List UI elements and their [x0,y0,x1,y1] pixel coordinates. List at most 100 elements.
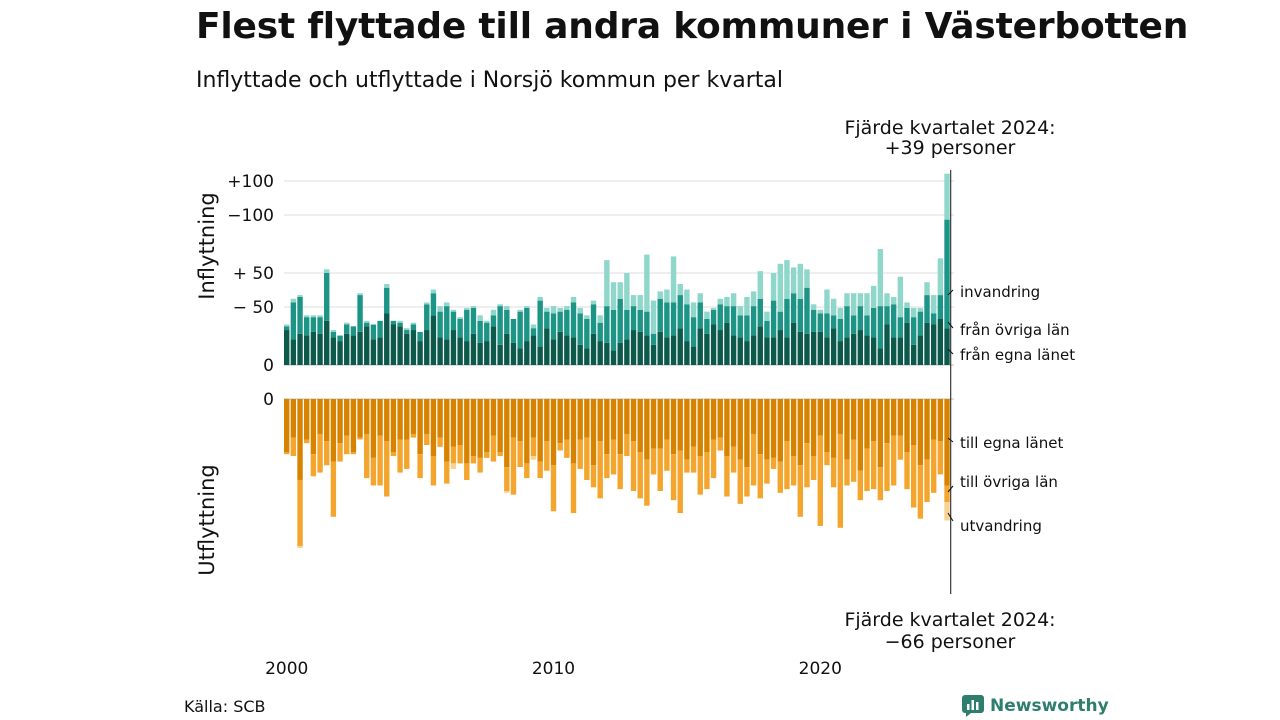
inflow-bar-fran-ovriga-lan [757,298,763,327]
outflow-bar-till-egna-lanet [404,399,410,440]
inflow-bar-invandring [824,289,830,314]
outflow-bar-till-egna-lanet [510,399,517,438]
label-utvandring: utvandring [960,517,1042,535]
outflow-bar-till-egna-lanet [877,399,884,468]
inflow-bar-fran-egna-lanet [790,322,797,365]
outflow-bar-till-egna-lanet [464,399,470,464]
inflow-bar-invandring [857,293,864,307]
inflow-bar-invandring [564,306,570,310]
label-till-ovriga-lan: till övriga län [960,473,1058,491]
outflow-bar-till-egna-lanet [504,399,510,468]
outflow-bar-till-egna-lanet [924,399,930,460]
inflow-bar-fran-ovriga-lan [377,320,383,338]
outflow-bar-till-ovriga-lan [324,441,330,466]
inflow-bar-fran-ovriga-lan [910,317,917,345]
outflow-bar-till-egna-lanet [937,399,944,442]
outflow-bar-till-egna-lanet [557,399,563,444]
outflow-bar-till-egna-lanet [730,399,737,447]
outflow-bar-till-egna-lanet [310,399,317,455]
inflow-bar-fran-egna-lanet [764,337,770,365]
inflow-bar-invandring [777,263,783,312]
outflow-bar-till-egna-lanet [744,399,750,468]
outflow-bar-till-ovriga-lan [317,433,323,473]
brand-logo[interactable]: Newsworthy [962,693,1109,719]
inflow-bar-invandring [317,315,323,318]
inflow-bar-fran-egna-lanet [717,330,723,365]
inflow-bar-fran-egna-lanet [417,341,423,365]
inflow-bar-fran-ovriga-lan [517,311,523,349]
inflow-bar-fran-ovriga-lan [457,319,463,338]
inflow-bar-invandring [524,306,530,308]
inflow-bar-invandring [504,306,510,310]
outflow-bar-till-egna-lanet [710,399,717,440]
inflow-bar-fran-egna-lanet [664,337,670,365]
inflow-bar-fran-ovriga-lan [937,295,944,319]
outflow-bar-till-ovriga-lan [850,439,857,482]
inflow-bar-invandring [397,320,403,323]
inflow-bar-invandring [744,296,750,316]
inflow-bar-invandring [410,322,417,325]
outflow-bar-till-ovriga-lan [797,465,803,517]
callout-bottom-line-2: −66 personer [885,631,1016,653]
inflow-bar-fran-egna-lanet [937,319,944,365]
outflow-bar-till-egna-lanet [370,399,377,458]
inflow-bar-invandring [710,307,717,310]
inflow-bar-invandring [890,296,897,305]
outflow-bar-till-ovriga-lan [877,467,884,501]
inflow-bar-fran-ovriga-lan [904,307,910,323]
inflow-bar-fran-ovriga-lan [550,313,557,340]
outflow-bar-till-egna-lanet [910,399,917,445]
outflow-bar-till-ovriga-lan [357,437,363,440]
inflow-bar-fran-ovriga-lan [870,307,877,338]
outflow-bar-till-ovriga-lan [330,461,337,517]
outflow-bar-till-ovriga-lan [710,439,717,479]
outflow-bar-till-ovriga-lan [350,452,357,455]
inflow-bar-fran-egna-lanet [397,326,403,365]
bottom-y-ticks: 0 − 50 −100 [227,206,274,410]
outflow-bar-till-egna-lanet [597,399,603,442]
inflow-bar-invandring [664,289,670,303]
inflow-bar-invandring [430,289,437,294]
x-tick-label: 2020 [799,659,842,679]
outflow-bar-till-ovriga-lan [697,456,703,495]
inflow-bar-fran-egna-lanet [690,346,697,365]
inflow-bar-invandring [877,249,884,307]
outflow-bar-till-egna-lanet [844,399,850,460]
outflow-bar-till-egna-lanet [684,399,690,460]
inflow-bar-invandring [584,315,590,319]
outflow-bar-till-ovriga-lan [404,439,410,469]
inflow-bar-fran-ovriga-lan [530,328,537,336]
inflow-bar-fran-egna-lanet [517,348,523,365]
inflow-bar-fran-ovriga-lan [477,320,483,343]
inflow-bar-fran-ovriga-lan [637,309,643,332]
inflow-bar-invandring [850,293,857,316]
inflow-bar-fran-ovriga-lan [737,315,743,338]
inflow-bar-fran-ovriga-lan [917,311,924,336]
inflow-bar-invandring [290,298,297,303]
inflow-bar-fran-ovriga-lan [337,335,343,342]
outflow-bar-till-egna-lanet [677,399,683,451]
outflow-bar-till-egna-lanet [450,399,457,447]
inflow-bar-fran-egna-lanet [737,337,743,365]
inflow-bar-fran-egna-lanet [524,341,530,365]
inflow-bar-invandring [804,269,810,288]
inflow-bar-fran-egna-lanet [710,324,717,365]
inflow-bar-fran-egna-lanet [344,333,350,365]
inflow-bar-fran-ovriga-lan [864,315,870,336]
outflow-bar-till-ovriga-lan [597,441,603,499]
top-y-tick-label: + 50 [233,264,274,284]
inflow-bar-fran-egna-lanet [297,333,303,365]
inflow-bar-fran-ovriga-lan [784,298,790,338]
outflow-bar-till-egna-lanet [804,399,810,444]
outflow-bar-till-ovriga-lan [897,435,904,460]
outflow-bar-till-ovriga-lan [377,435,383,486]
outflow-bar-till-egna-lanet [477,399,483,458]
inflow-bar-invandring [457,317,463,319]
inflow-bar-invandring [844,293,850,307]
inflow-bar-fran-ovriga-lan [817,313,823,332]
outflow-bar-till-ovriga-lan [297,479,303,547]
inflow-bar-invandring [617,282,623,299]
inflow-bar-fran-ovriga-lan [330,331,337,338]
inflow-bar-invandring [444,302,450,307]
inflow-bar-fran-egna-lanet [457,337,463,365]
